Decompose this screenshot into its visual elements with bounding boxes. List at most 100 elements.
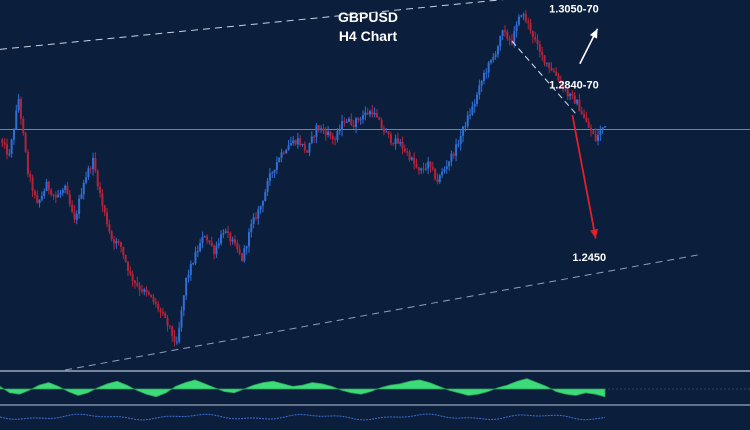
candle-body bbox=[229, 232, 232, 242]
candle-body bbox=[601, 127, 604, 131]
candle-body bbox=[443, 169, 446, 172]
candle-body bbox=[387, 131, 390, 135]
candle-body bbox=[420, 168, 423, 171]
candle-body bbox=[241, 253, 243, 261]
candle-body bbox=[282, 152, 285, 154]
candle-body bbox=[66, 185, 69, 195]
candle-body bbox=[82, 182, 85, 195]
candle-body bbox=[187, 274, 190, 278]
candle-body bbox=[301, 143, 304, 145]
candle-body bbox=[592, 130, 595, 134]
candle-body bbox=[143, 289, 146, 292]
candle-body bbox=[87, 168, 90, 178]
candle-body bbox=[392, 143, 395, 145]
candle-body bbox=[157, 303, 160, 310]
candle-body bbox=[208, 240, 211, 243]
candle-body bbox=[75, 214, 78, 220]
candle-body bbox=[313, 136, 316, 138]
chart-title: GBPUSD bbox=[338, 9, 398, 25]
candle-body bbox=[147, 292, 150, 295]
candle-body bbox=[178, 327, 181, 342]
candle-body bbox=[189, 263, 192, 275]
candle-body bbox=[31, 177, 34, 192]
candle-body bbox=[576, 99, 579, 104]
candle-body bbox=[206, 236, 209, 241]
candle-body bbox=[61, 189, 64, 193]
candle-body bbox=[80, 194, 83, 199]
candle-body bbox=[33, 191, 36, 195]
candle-body bbox=[445, 166, 448, 170]
candle-body bbox=[215, 245, 218, 255]
candle-body bbox=[71, 204, 74, 212]
down-arrow-head bbox=[590, 228, 598, 239]
candle-body bbox=[345, 121, 348, 123]
candle-body bbox=[364, 112, 367, 116]
descending-trendline bbox=[511, 40, 578, 116]
candle-body bbox=[22, 118, 25, 133]
candle-body bbox=[510, 40, 513, 44]
candle-body bbox=[501, 30, 504, 36]
candle-body bbox=[89, 168, 92, 170]
candle-body bbox=[285, 149, 288, 154]
candle-body bbox=[106, 212, 109, 225]
candle-body bbox=[287, 145, 290, 150]
candle-body bbox=[103, 205, 106, 213]
candle-body bbox=[296, 138, 299, 145]
candle-body bbox=[462, 126, 465, 136]
candle-body bbox=[522, 14, 525, 16]
candle-body bbox=[257, 209, 260, 219]
candle-body bbox=[492, 56, 495, 60]
candle-body bbox=[373, 112, 376, 115]
candle-body bbox=[145, 289, 148, 293]
candle-body bbox=[548, 62, 551, 68]
candle-body bbox=[599, 130, 602, 136]
candle-body bbox=[415, 163, 418, 168]
candle-body bbox=[245, 246, 248, 249]
candle-body bbox=[480, 81, 483, 86]
candle-body bbox=[580, 111, 583, 115]
candle-body bbox=[399, 141, 402, 144]
candle-body bbox=[173, 335, 176, 342]
candle-body bbox=[294, 140, 297, 145]
candle-body bbox=[101, 193, 104, 206]
candle-body bbox=[476, 94, 479, 104]
candle-body bbox=[483, 72, 485, 82]
candle-body bbox=[413, 157, 416, 164]
candle-body bbox=[303, 143, 306, 151]
candle-body bbox=[227, 231, 230, 233]
candle-body bbox=[19, 98, 22, 119]
candle-body bbox=[3, 142, 6, 145]
candle-body bbox=[389, 134, 392, 144]
candle-body bbox=[457, 144, 460, 146]
candle-body bbox=[12, 129, 15, 140]
candle-body bbox=[275, 161, 278, 170]
candle-body bbox=[161, 311, 164, 314]
level-label-1-3050-70: 1.3050-70 bbox=[549, 3, 599, 15]
candle-body bbox=[40, 196, 43, 200]
candle-body bbox=[524, 14, 527, 22]
candle-body bbox=[452, 153, 455, 156]
candle-body bbox=[192, 263, 195, 265]
candle-body bbox=[133, 280, 136, 283]
candle-body bbox=[140, 289, 143, 292]
candle-body bbox=[308, 142, 311, 153]
candle-body bbox=[280, 152, 283, 158]
candle-body bbox=[126, 261, 129, 272]
candle-body bbox=[94, 157, 97, 171]
candle-body bbox=[59, 192, 62, 195]
upper-channel-line bbox=[0, 0, 504, 50]
candle-body bbox=[536, 39, 539, 45]
candle-body bbox=[331, 135, 334, 140]
candle-body bbox=[552, 70, 555, 72]
candle-body bbox=[494, 54, 497, 57]
candle-body bbox=[562, 82, 565, 89]
candle-body bbox=[503, 30, 506, 32]
candle-body bbox=[96, 170, 99, 187]
candle-body bbox=[45, 181, 48, 192]
candle-body bbox=[336, 131, 339, 140]
candle-body bbox=[292, 140, 295, 143]
candle-body bbox=[348, 118, 351, 122]
candle-body bbox=[164, 313, 167, 318]
candle-body bbox=[450, 153, 453, 162]
